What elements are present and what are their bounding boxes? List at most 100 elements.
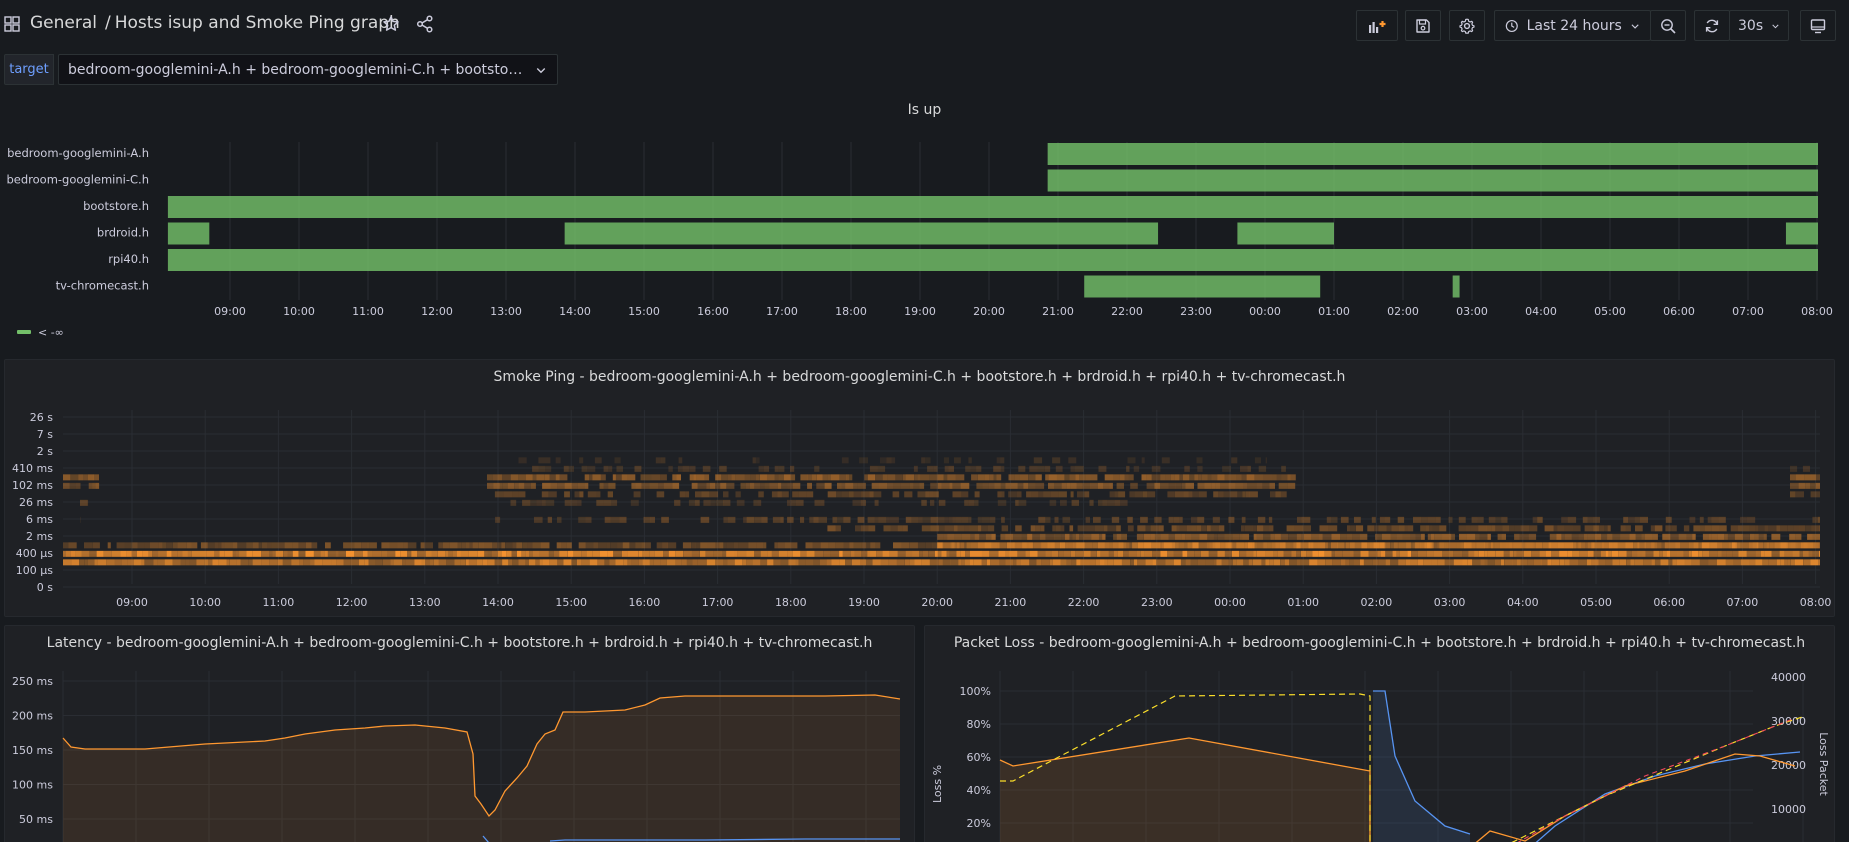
smokeping-panel-title[interactable]: Smoke Ping - bedroom-googlemini-A.h + be… <box>493 369 1346 385</box>
smokeping-cell <box>563 559 572 566</box>
isup-state-segment[interactable] <box>167 196 1818 218</box>
smokeping-cell <box>866 542 871 549</box>
add-panel-button[interactable] <box>1356 10 1398 41</box>
isup-state-segment[interactable] <box>1084 275 1321 298</box>
smokeping-y-tick: 2 s <box>37 445 53 458</box>
smokeping-cell <box>1014 474 1020 481</box>
smokeping-cell <box>1421 533 1425 540</box>
smokeping-cell <box>1047 542 1051 549</box>
smokeping-cell <box>567 550 574 557</box>
smokeping-cell <box>764 482 770 489</box>
smokeping-cell <box>1340 516 1349 523</box>
smokeping-cell <box>555 474 560 481</box>
save-dashboard-button[interactable] <box>1405 10 1441 41</box>
smokeping-cell <box>886 516 890 523</box>
smokeping-cell <box>735 474 745 481</box>
refresh-interval-picker[interactable]: 30s <box>1729 10 1789 41</box>
smokeping-cell <box>1137 542 1144 549</box>
smokeping-cell <box>1707 516 1712 523</box>
smokeping-cell <box>1488 542 1493 549</box>
isup-row-label: tv-chromecast.h <box>56 279 149 293</box>
packetloss-panel-title[interactable]: Packet Loss - bedroom-googlemini-A.h + b… <box>953 635 1806 651</box>
smokeping-cell <box>1746 550 1756 557</box>
smokeping-cell <box>1458 516 1466 523</box>
smokeping-cell <box>651 474 661 481</box>
smokeping-cell <box>1758 533 1764 540</box>
smokeping-cell <box>1417 550 1427 557</box>
smokeping-cell <box>606 542 611 549</box>
smokeping-cell <box>517 550 522 557</box>
zoom-out-button[interactable] <box>1650 10 1686 41</box>
packetloss-series-red-dashed <box>1517 717 1796 842</box>
smokeping-cell <box>1064 474 1070 481</box>
page-title[interactable]: Hosts isup and Smoke Ping graph <box>114 13 400 33</box>
smokeping-cell <box>826 559 832 566</box>
isup-state-segment[interactable] <box>1047 143 1818 165</box>
refresh-button[interactable] <box>1694 10 1730 41</box>
isup-state-segment[interactable] <box>167 222 210 245</box>
smokeping-cell <box>497 550 502 557</box>
smokeping-cell <box>1453 559 1463 566</box>
smokeping-cell <box>1312 550 1319 557</box>
smokeping-cell <box>390 559 394 566</box>
isup-legend[interactable]: < -∞ <box>17 326 64 339</box>
smokeping-cell <box>152 550 159 557</box>
smokeping-cell <box>1668 542 1675 549</box>
variable-target-select[interactable]: bedroom-googlemini-A.h + bedroom-googlem… <box>58 54 558 85</box>
smokeping-cell <box>1804 474 1812 481</box>
smokeping-cell <box>1755 550 1761 557</box>
latency-panel-title[interactable]: Latency - bedroom-googlemini-A.h + bedro… <box>46 635 873 651</box>
smokeping-cell <box>1572 550 1580 557</box>
star-icon[interactable] <box>382 15 400 33</box>
smokeping-cell <box>874 474 883 481</box>
smokeping-cell <box>1198 474 1202 481</box>
smokeping-cell <box>1413 516 1422 523</box>
smokeping-cell <box>1313 542 1320 549</box>
smokeping-cell <box>930 516 938 523</box>
isup-state-segment[interactable] <box>1237 222 1334 245</box>
isup-state-segment[interactable] <box>1785 222 1818 245</box>
smokeping-cell <box>1618 550 1627 557</box>
smokeping-y-tick: 0 s <box>37 581 53 594</box>
breadcrumb-folder[interactable]: General <box>30 13 97 33</box>
apps-icon[interactable] <box>4 16 20 32</box>
smokeping-x-tick: 16:00 <box>629 596 661 609</box>
smokeping-cell <box>677 465 683 472</box>
smokeping-cell <box>1711 533 1718 540</box>
smokeping-cell <box>487 550 492 557</box>
smokeping-cell <box>1803 559 1811 566</box>
smokeping-cell <box>1698 550 1703 557</box>
time-range-picker[interactable]: Last 24 hours <box>1494 10 1651 41</box>
isup-state-segment[interactable] <box>564 222 1159 245</box>
smokeping-cell <box>530 482 536 489</box>
smokeping-cell <box>668 465 673 472</box>
smokeping-cell <box>604 559 610 566</box>
smokeping-cell <box>1495 550 1504 557</box>
smokeping-x-tick: 01:00 <box>1287 596 1319 609</box>
smokeping-cell <box>1007 542 1015 549</box>
share-icon[interactable] <box>416 15 434 33</box>
time-range-label: Last 24 hours <box>1526 17 1622 34</box>
smokeping-cell <box>974 550 982 557</box>
smokeping-cell <box>1355 542 1362 549</box>
smokeping-cell <box>1734 533 1743 540</box>
isup-state-segment[interactable] <box>1047 169 1818 192</box>
isup-x-tick: 21:00 <box>1042 305 1074 318</box>
smokeping-cell <box>400 550 407 557</box>
isup-state-segment[interactable] <box>167 249 1818 271</box>
smokeping-cell <box>476 559 483 566</box>
isup-panel-title[interactable]: Is up <box>907 102 942 118</box>
smokeping-cell <box>1185 533 1191 540</box>
view-mode-button[interactable] <box>1800 10 1836 41</box>
smokeping-cell <box>1521 542 1526 549</box>
isup-state-segment[interactable] <box>1452 275 1460 298</box>
smokeping-cell <box>1700 525 1705 532</box>
smokeping-cell <box>678 457 683 464</box>
smokeping-cell <box>682 542 692 549</box>
smokeping-cell <box>685 491 690 498</box>
dashboard-settings-button[interactable] <box>1449 10 1485 41</box>
smokeping-cell <box>835 525 841 532</box>
smokeping-cell <box>854 550 862 557</box>
smokeping-cell <box>1273 559 1281 566</box>
smokeping-cell <box>1776 525 1780 532</box>
